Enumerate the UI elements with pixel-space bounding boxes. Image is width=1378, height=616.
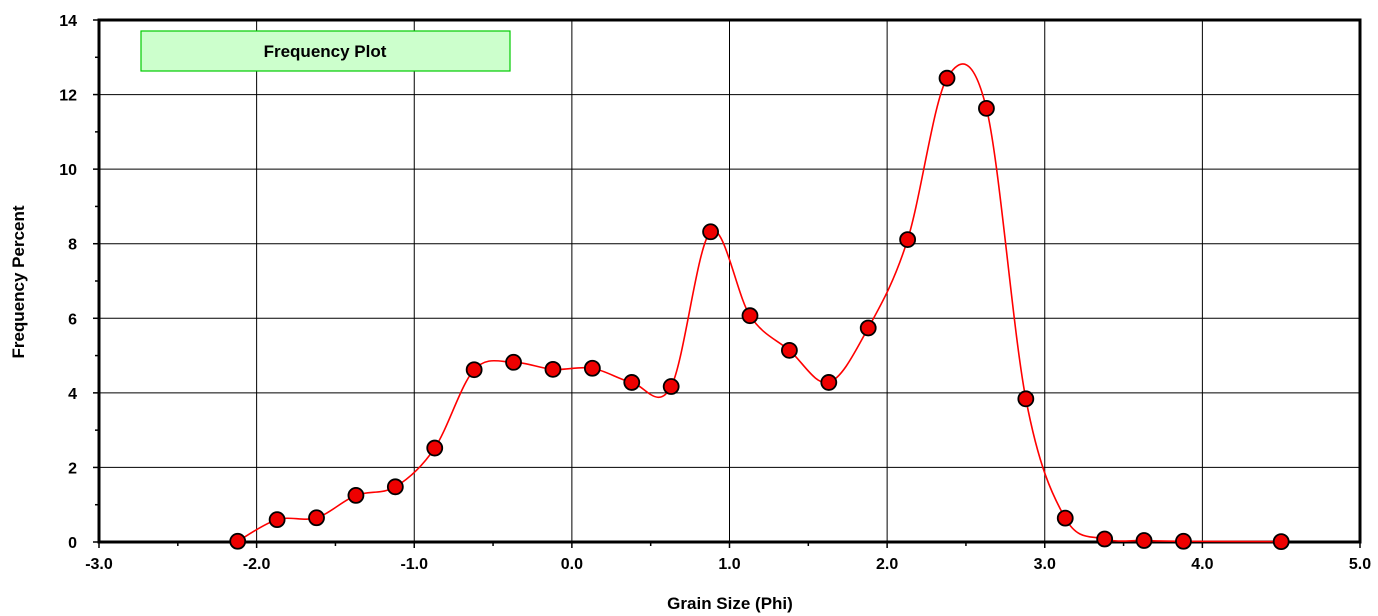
data-point xyxy=(1096,530,1114,548)
y-tick-label: 4 xyxy=(68,386,77,403)
y-tick-label: 8 xyxy=(68,237,77,254)
data-point xyxy=(859,319,877,337)
x-tick-label: -2.0 xyxy=(243,556,271,573)
x-tick-label: 3.0 xyxy=(1034,556,1056,573)
y-tick-label: 10 xyxy=(59,162,77,179)
data-points xyxy=(229,69,1290,551)
data-point xyxy=(386,478,404,496)
x-tick-label: -1.0 xyxy=(400,556,428,573)
x-tick-label: 0.0 xyxy=(561,556,583,573)
data-point xyxy=(583,359,601,377)
x-tick-label: 4.0 xyxy=(1191,556,1213,573)
y-tick-label: 2 xyxy=(68,460,77,477)
data-point xyxy=(702,223,719,241)
data-point xyxy=(780,341,798,359)
x-tick-label: 5.0 xyxy=(1349,556,1371,573)
data-point xyxy=(623,374,641,391)
data-point xyxy=(544,360,562,378)
data-point xyxy=(938,69,956,87)
data-point xyxy=(1175,532,1192,550)
x-axis-ticks: -3.0 -2.0 -1.0 0.0 1.0 2.0 3.0 4.0 5.0 xyxy=(85,542,1371,573)
data-point xyxy=(978,99,995,117)
data-point xyxy=(662,378,680,395)
data-point xyxy=(1135,532,1153,549)
data-point xyxy=(1272,533,1290,551)
data-point xyxy=(426,439,444,457)
data-point xyxy=(1056,509,1074,527)
frequency-curve xyxy=(237,63,1282,543)
data-point xyxy=(347,486,365,504)
data-point xyxy=(268,511,286,529)
y-tick-label: 14 xyxy=(59,13,77,30)
data-point xyxy=(229,532,247,550)
x-axis-title: Grain Size (Phi) xyxy=(667,594,793,613)
data-point xyxy=(1017,390,1035,408)
x-tick-label: 2.0 xyxy=(876,556,898,573)
data-point xyxy=(308,509,325,527)
data-point xyxy=(820,374,838,391)
legend-label: Frequency Plot xyxy=(264,42,387,61)
data-point xyxy=(465,361,483,379)
y-tick-label: 6 xyxy=(68,311,77,328)
y-axis-ticks: 0 2 4 6 8 10 12 14 xyxy=(59,13,99,552)
legend: Frequency Plot xyxy=(140,30,511,72)
x-tick-label: 1.0 xyxy=(718,556,740,573)
data-point xyxy=(899,231,917,249)
x-tick-label: -3.0 xyxy=(85,556,113,573)
legend-box xyxy=(140,30,511,72)
y-tick-label: 12 xyxy=(59,88,77,105)
y-axis-title: Frequency Percent xyxy=(9,205,28,358)
y-tick-label: 0 xyxy=(68,535,77,552)
grid-lines xyxy=(99,20,1360,542)
data-point xyxy=(741,307,759,325)
data-point xyxy=(505,353,522,371)
